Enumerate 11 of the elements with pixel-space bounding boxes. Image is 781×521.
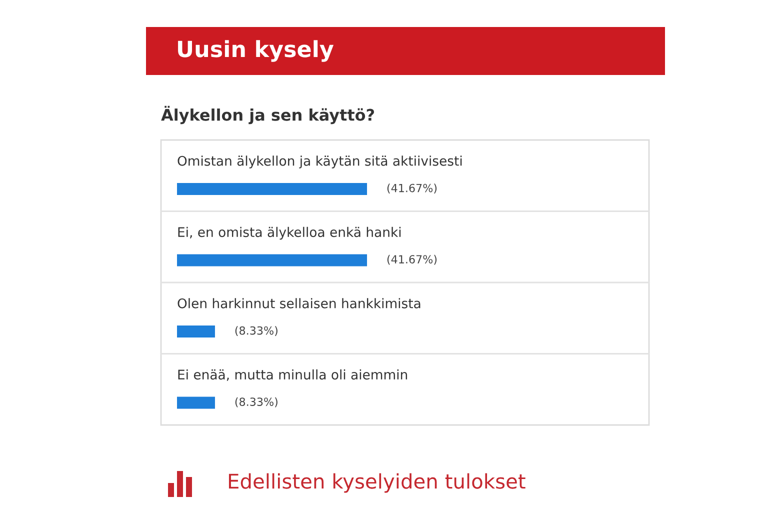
y-tick-label: Olen harkinnut sellaisen hankkimista bbox=[178, 298, 420, 308]
data-label: (8.33%) bbox=[235, 397, 278, 408]
text: Edellisten kyselyiden tulokset bbox=[228, 473, 526, 493]
data-label: (8.33%) bbox=[235, 326, 278, 336]
chart-title: Uusin kysely bbox=[178, 40, 334, 62]
data-label: (41.67%) bbox=[387, 184, 437, 194]
y-tick-label: Ei, en omista älykelloa enkä hanki bbox=[178, 226, 401, 240]
chart-subtitle: Älykellon ja sen käyttö? bbox=[161, 106, 374, 124]
data-label: (41.67%) bbox=[387, 254, 437, 265]
y-tick-label: Ei enää, mutta minulla oli aiemmin bbox=[178, 369, 408, 381]
y-tick-label: Omistan älykellon ja käytän sitä aktiivisesti bbox=[178, 156, 462, 168]
